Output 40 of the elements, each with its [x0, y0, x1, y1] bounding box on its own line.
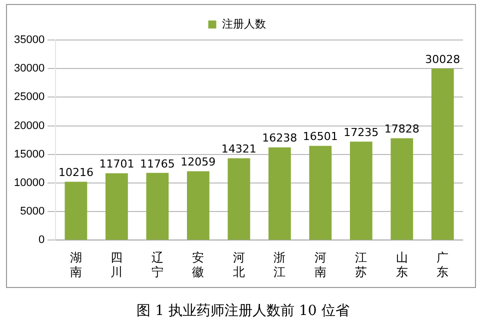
- y-tick-label: 0: [38, 234, 45, 246]
- data-label: 12059: [180, 156, 216, 169]
- data-label: 11701: [99, 158, 134, 171]
- y-tick-label: 15000: [14, 148, 45, 160]
- data-label: 10216: [58, 166, 94, 180]
- bar: [64, 182, 88, 240]
- data-label: 17828: [384, 122, 420, 136]
- bar: [431, 68, 454, 240]
- x-tick-label: 湖南: [70, 250, 82, 280]
- y-tick-label: 5000: [20, 206, 45, 218]
- x-tick-label: 河北: [232, 250, 245, 280]
- x-tick-label: 广东: [436, 250, 449, 280]
- x-tick-label: 四川: [110, 250, 123, 280]
- y-tick-label: 10000: [14, 177, 45, 190]
- caption: 图 1 执业药师注册人数前 10 位省: [136, 302, 350, 320]
- y-tick-label: 25000: [14, 91, 45, 104]
- y-tick-label: 20000: [14, 120, 45, 132]
- x-tick-label: 山东: [396, 250, 408, 280]
- x-tick-label: 河南: [314, 250, 326, 280]
- data-label: 16238: [262, 132, 298, 145]
- data-label: 16501: [302, 130, 338, 144]
- data-label: 17235: [344, 126, 379, 139]
- y-tick-label: 35000: [14, 34, 45, 46]
- data-label: 14321: [221, 142, 256, 156]
- x-tick-label: 安徽: [192, 250, 204, 280]
- x-tick-label: 江苏: [355, 250, 368, 280]
- bar: [186, 171, 210, 240]
- bar: [268, 147, 291, 240]
- bar: [146, 172, 169, 240]
- data-label: 11765: [140, 157, 175, 170]
- bar: [228, 158, 250, 240]
- x-tick-label: 浙江: [274, 250, 286, 280]
- bar: [309, 146, 332, 240]
- bar: [105, 173, 128, 240]
- bar: [390, 138, 414, 240]
- bar: [350, 142, 372, 240]
- x-tick-label: 辽宁: [151, 250, 164, 280]
- legend-label: 注册人数: [222, 18, 266, 31]
- data-label: 30028: [425, 52, 460, 66]
- y-tick-label: 30000: [14, 62, 45, 75]
